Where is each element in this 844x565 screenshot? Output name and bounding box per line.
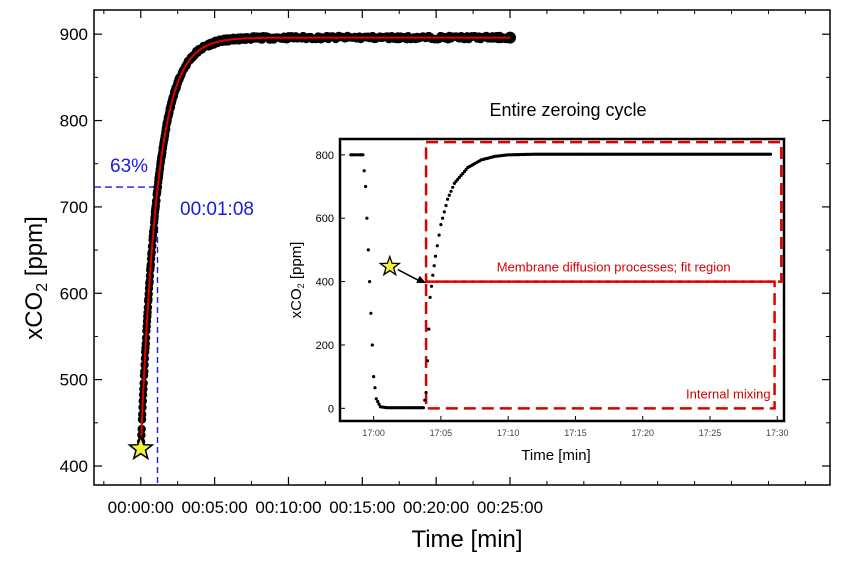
inset-x-tick-label: 17:00	[362, 428, 385, 438]
inset-data-point	[435, 244, 439, 248]
inset-data-point	[441, 216, 445, 220]
inset-data-point	[424, 390, 428, 395]
main-y-tick-label: 600	[60, 284, 88, 303]
main-x-tick-labels: 00:00:00 00:05:00 00:10:00 00:15:00 00:20:00…	[108, 498, 543, 517]
inset-data-point	[362, 169, 366, 173]
inset-data-point	[433, 254, 438, 258]
inset-x-axis-label: Time [min]	[521, 447, 590, 464]
main-axis-ticks	[94, 10, 830, 485]
main-x-tick-label: 00:25:00	[477, 498, 543, 517]
inset-y-axis-label: xCO2 [ppm]	[288, 242, 306, 319]
region-label-internal-mixing: Internal mixing	[686, 386, 771, 401]
fit-curve	[139, 36, 510, 449]
inset-data-point	[425, 359, 430, 363]
start-marker-star-icon	[127, 434, 155, 461]
inset-data-point	[376, 399, 380, 404]
inset-plot-frame	[338, 137, 786, 423]
inset-data-point	[442, 210, 446, 214]
region-box	[424, 280, 776, 410]
inset-data-point	[366, 248, 370, 252]
inset-regions	[424, 140, 783, 410]
inset-data-point	[421, 406, 425, 410]
inset-y-tick-label: 400	[316, 277, 334, 289]
main-plot-frame	[93, 9, 831, 486]
inset-y-tick-label: 800	[316, 150, 334, 162]
inset-title: Entire zeroing cycle	[489, 100, 646, 120]
inset-y-tick-labels: 0 200 400 600 800	[316, 150, 334, 415]
inset-y-axis-label-suffix: [ppm]	[288, 242, 305, 284]
inset-data-point	[427, 327, 431, 331]
main-y-tick-label: 500	[60, 371, 88, 390]
inset-y-axis-label-sub: 2	[296, 283, 306, 288]
start-marker-arrow	[397, 268, 427, 284]
main-y-tick-label: 800	[60, 112, 88, 131]
inset-chart: 17:00 17:05 17:10 17:15 17:20 17:25 17:30 0 200…	[288, 137, 789, 464]
inset-x-tick-label: 17:25	[699, 428, 722, 438]
inset-y-tick-label: 600	[316, 213, 334, 225]
inset-data-point	[429, 284, 434, 288]
inset-data-point	[364, 184, 368, 189]
inset-y-tick-label: 200	[316, 340, 334, 352]
main-y-axis-label: xCO2 [ppm]	[21, 216, 51, 340]
inset-data-point	[447, 193, 451, 197]
main-chart: 00:00:00 00:05:00 00:10:00 00:15:00 00:20:00…	[21, 9, 831, 553]
inset-start-marker-star-icon	[378, 254, 402, 277]
inset-data-point	[428, 295, 432, 299]
inset-x-tick-label: 17:15	[564, 428, 587, 438]
region-box	[424, 140, 783, 283]
inset-x-tick-label: 17:10	[497, 428, 520, 438]
inset-data-point	[437, 233, 441, 237]
inset-data-point	[423, 398, 427, 402]
inset-x-tick-label: 17:30	[766, 428, 789, 438]
inset-data-point	[361, 153, 365, 157]
threshold-percent-label: 63%	[110, 156, 148, 177]
main-x-tick-label: 00:20:00	[403, 498, 469, 517]
main-y-axis-label-suffix: [ppm]	[21, 216, 48, 283]
inset-data-point	[370, 343, 374, 347]
inset-data-point	[365, 216, 369, 220]
inset-data-point	[372, 375, 376, 379]
main-y-tick-label: 900	[60, 25, 88, 44]
main-x-tick-label: 00:05:00	[182, 498, 248, 517]
inset-x-tick-labels: 17:00 17:05 17:10 17:15 17:20 17:25 17:30	[362, 428, 788, 438]
main-x-tick-label: 00:15:00	[329, 498, 395, 517]
inset-data-point	[449, 189, 453, 193]
region-label-membrane: Membrane diffusion processes; fit region	[497, 260, 731, 275]
main-x-tick-label: 00:00:00	[108, 498, 174, 517]
inset-y-axis-label-prefix: xCO	[288, 288, 305, 318]
arrow-line	[397, 268, 421, 282]
inset-data-point	[369, 311, 373, 315]
inset-data-point	[768, 152, 773, 156]
inset-x-tick-label: 17:05	[430, 428, 453, 438]
main-y-tick-labels: 400 500 600 700 800 900	[60, 25, 88, 476]
inset-data-point	[377, 402, 381, 406]
inset-x-tick-label: 17:20	[631, 428, 654, 438]
inset-data-point	[446, 197, 450, 201]
inset-data-point	[373, 386, 377, 390]
inset-data-point	[368, 280, 372, 284]
threshold-time-label: 00:01:08	[180, 199, 254, 220]
inset-data-point	[431, 273, 435, 277]
inset-data-point	[451, 185, 455, 189]
main-x-axis-label: Time [min]	[411, 526, 522, 553]
main-y-tick-label: 400	[60, 457, 88, 476]
main-y-axis-label-prefix: xCO	[21, 292, 48, 340]
inset-axis-ticks	[340, 154, 778, 421]
inset-data-point	[439, 223, 443, 227]
main-y-axis-label-sub: 2	[34, 283, 51, 292]
inset-data-point	[374, 397, 378, 401]
main-y-tick-label: 700	[60, 198, 88, 217]
inset-y-tick-label: 0	[328, 403, 334, 415]
inset-data-point	[444, 203, 448, 208]
inset-series	[349, 152, 773, 410]
inset-data-point	[432, 264, 436, 268]
main-x-tick-label: 00:10:00	[255, 498, 321, 517]
arrowhead-icon	[416, 275, 427, 284]
